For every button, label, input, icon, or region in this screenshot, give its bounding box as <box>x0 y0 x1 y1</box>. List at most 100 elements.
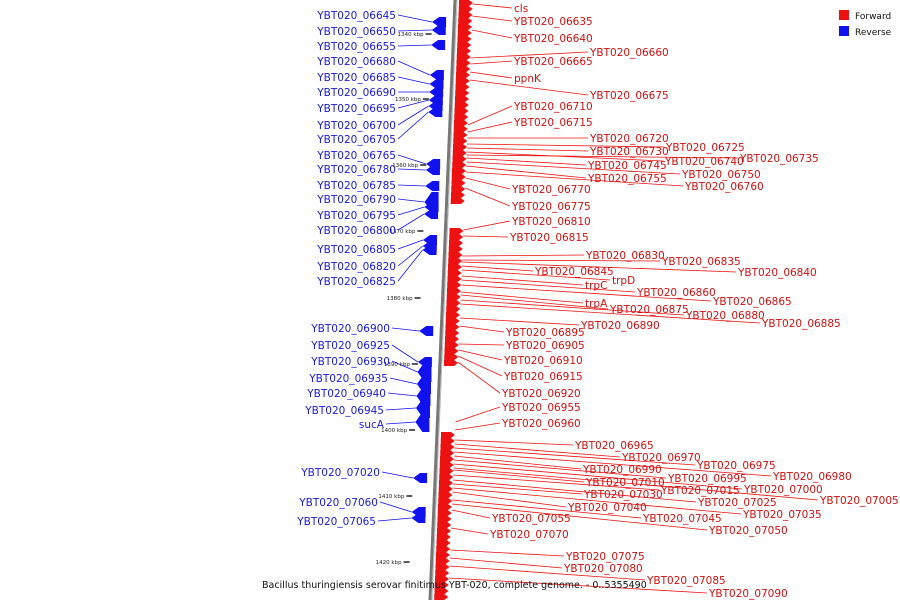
reverse-gene-connector <box>397 105 429 126</box>
forward-gene-label[interactable]: YBT020_07000 <box>743 484 823 496</box>
forward-gene-connector <box>453 463 743 490</box>
forward-gene-label[interactable]: YBT020_07085 <box>646 575 726 587</box>
forward-gene-label[interactable]: trpA <box>585 298 608 310</box>
reverse-gene-label[interactable]: YBT020_06925 <box>310 340 390 352</box>
forward-gene-label[interactable]: trpD <box>612 275 635 287</box>
reverse-gene-label[interactable]: YBT020_06785 <box>316 180 396 192</box>
forward-gene-label[interactable]: ppnK <box>514 73 542 85</box>
forward-gene-label[interactable]: YBT020_07090 <box>708 588 788 600</box>
forward-gene-label[interactable]: YBT020_07080 <box>563 563 643 575</box>
reverse-gene-label[interactable]: YBT020_06705 <box>316 134 396 146</box>
forward-gene-label[interactable]: YBT020_06840 <box>737 267 817 279</box>
forward-gene-label[interactable]: YBT020_06980 <box>772 471 852 483</box>
forward-gene-label[interactable]: YBT020_06990 <box>582 464 662 476</box>
forward-gene-label[interactable]: YBT020_06810 <box>511 216 591 228</box>
forward-gene-arrow <box>453 138 468 144</box>
reverse-gene-label[interactable]: YBT020_06820 <box>316 261 396 273</box>
forward-gene-label[interactable]: YBT020_06635 <box>513 16 593 28</box>
forward-gene-label[interactable]: YBT020_06915 <box>503 371 583 383</box>
forward-gene-label[interactable]: YBT020_07025 <box>697 497 777 509</box>
forward-gene-label[interactable]: YBT020_06815 <box>509 232 589 244</box>
forward-gene-label[interactable]: YBT020_07015 <box>660 485 740 497</box>
forward-gene-label[interactable]: YBT020_06715 <box>513 117 593 129</box>
forward-gene-label[interactable]: YBT020_07075 <box>565 551 645 563</box>
forward-gene-arrow <box>448 264 462 270</box>
forward-gene-label[interactable]: YBT020_06755 <box>587 173 667 185</box>
reverse-gene-label[interactable]: YBT020_06940 <box>306 388 386 400</box>
reverse-gene-label[interactable]: YBT020_06650 <box>316 26 396 38</box>
forward-gene-label[interactable]: YBT020_06745 <box>587 160 667 172</box>
forward-gene-label[interactable]: YBT020_06920 <box>501 388 581 400</box>
forward-gene-label[interactable]: YBT020_07005 <box>819 495 899 507</box>
forward-gene-label[interactable]: YBT020_06865 <box>712 296 792 308</box>
forward-gene-label[interactable]: YBT020_07010 <box>585 477 665 489</box>
reverse-gene-label[interactable]: YBT020_06695 <box>316 103 396 115</box>
forward-gene-connector <box>460 294 609 310</box>
forward-gene-label[interactable]: YBT020_06675 <box>589 90 669 102</box>
forward-gene-label[interactable]: YBT020_06910 <box>503 355 583 367</box>
reverse-gene-label[interactable]: sucA <box>359 419 385 431</box>
reverse-gene-label[interactable]: YBT020_06645 <box>316 10 396 22</box>
reverse-gene-label[interactable]: YBT020_06930 <box>310 356 390 368</box>
forward-gene-label[interactable]: YBT020_06875 <box>609 304 689 316</box>
forward-gene-label[interactable]: YBT020_07030 <box>583 489 663 501</box>
forward-gene-label[interactable]: YBT020_06725 <box>665 142 745 154</box>
forward-gene-label[interactable]: YBT020_07040 <box>567 502 647 514</box>
reverse-gene-label[interactable]: YBT020_06935 <box>308 373 388 385</box>
forward-gene-label[interactable]: YBT020_06830 <box>585 250 665 262</box>
forward-gene-label[interactable]: YBT020_06835 <box>661 256 741 268</box>
forward-gene-label[interactable]: YBT020_06895 <box>505 327 585 339</box>
forward-gene-label[interactable]: YBT020_06880 <box>685 310 765 322</box>
reverse-gene-label[interactable]: YBT020_06825 <box>316 276 396 288</box>
forward-gene-label[interactable]: YBT020_06975 <box>696 460 776 472</box>
forward-gene-label[interactable]: YBT020_07035 <box>742 509 822 521</box>
reverse-gene-label[interactable]: YBT020_07020 <box>300 467 380 479</box>
forward-gene-label[interactable]: YBT020_06760 <box>684 181 764 193</box>
reverse-gene-label[interactable]: YBT020_06700 <box>316 120 396 132</box>
forward-gene-label[interactable]: cls <box>514 3 528 15</box>
forward-gene-label[interactable]: YBT020_07055 <box>491 513 571 525</box>
forward-gene-label[interactable]: YBT020_07045 <box>642 513 722 525</box>
reverse-gene-label[interactable]: YBT020_07060 <box>298 497 378 509</box>
reverse-gene-label[interactable]: YBT020_06685 <box>316 72 396 84</box>
forward-gene-label[interactable]: YBT020_07070 <box>489 529 569 541</box>
forward-gene-label[interactable]: YBT020_06860 <box>636 287 716 299</box>
forward-gene-label[interactable]: YBT020_06710 <box>513 101 593 113</box>
reverse-gene-connector <box>397 245 424 267</box>
forward-gene-label[interactable]: YBT020_06750 <box>681 169 761 181</box>
forward-gene-label[interactable]: YBT020_06965 <box>574 440 654 452</box>
reverse-gene-label[interactable]: YBT020_06805 <box>316 244 396 256</box>
reverse-gene-label[interactable]: YBT020_06655 <box>316 41 396 53</box>
forward-gene-label[interactable]: YBT020_06885 <box>761 318 841 330</box>
forward-gene-label[interactable]: YBT020_06665 <box>513 56 593 68</box>
forward-gene-label[interactable]: YBT020_06720 <box>589 133 669 145</box>
forward-gene-arrow <box>434 594 449 600</box>
forward-gene-label[interactable]: YBT020_06735 <box>739 153 819 165</box>
reverse-gene-label[interactable]: YBT020_06680 <box>316 56 396 68</box>
forward-gene-label[interactable]: YBT020_06640 <box>513 33 593 45</box>
reverse-gene-label[interactable]: YBT020_06790 <box>316 194 396 206</box>
forward-gene-label[interactable]: trpC <box>585 280 607 292</box>
forward-gene-label[interactable]: YBT020_07050 <box>708 525 788 537</box>
forward-gene-label[interactable]: YBT020_06890 <box>580 320 660 332</box>
forward-gene-label[interactable]: YBT020_06730 <box>589 146 669 158</box>
forward-gene-connector <box>451 509 491 519</box>
forward-gene-label[interactable]: YBT020_06660 <box>589 47 669 59</box>
forward-gene-label[interactable]: YBT020_06960 <box>501 418 581 430</box>
forward-gene-label[interactable]: YBT020_06995 <box>667 473 747 485</box>
reverse-gene-label[interactable]: YBT020_06765 <box>316 150 396 162</box>
forward-gene-label[interactable]: YBT020_06905 <box>505 340 585 352</box>
forward-gene-label[interactable]: YBT020_06740 <box>664 156 744 168</box>
forward-gene-label[interactable]: YBT020_06775 <box>511 201 591 213</box>
forward-gene-label[interactable]: YBT020_06845 <box>534 266 614 278</box>
forward-gene-label[interactable]: YBT020_06970 <box>621 452 701 464</box>
reverse-gene-label[interactable]: YBT020_06945 <box>304 405 384 417</box>
reverse-gene-label[interactable]: YBT020_06800 <box>316 225 396 237</box>
reverse-gene-label[interactable]: YBT020_06780 <box>316 164 396 176</box>
reverse-gene-label[interactable]: YBT020_06900 <box>310 323 390 335</box>
reverse-gene-label[interactable]: YBT020_06690 <box>316 87 396 99</box>
forward-gene-label[interactable]: YBT020_06770 <box>511 184 591 196</box>
reverse-gene-label[interactable]: YBT020_06795 <box>316 210 396 222</box>
reverse-gene-label[interactable]: YBT020_07065 <box>296 516 376 528</box>
forward-gene-label[interactable]: YBT020_06955 <box>501 402 581 414</box>
